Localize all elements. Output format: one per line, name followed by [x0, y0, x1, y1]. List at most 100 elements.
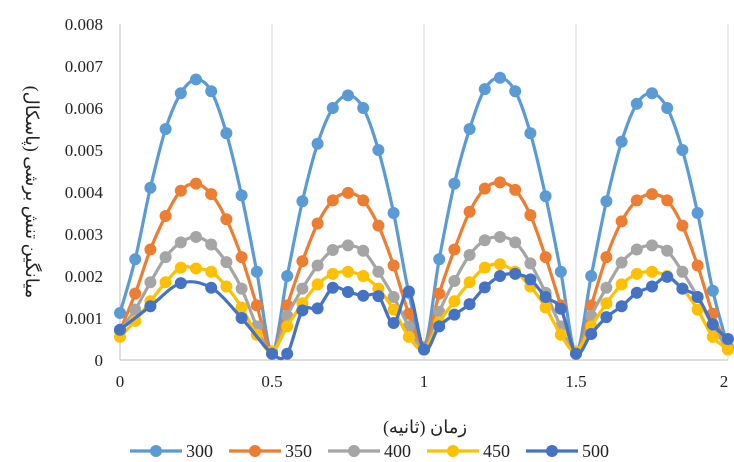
data-point: [448, 308, 461, 321]
data-point: [220, 127, 233, 140]
data-point: [676, 219, 689, 232]
data-point: [235, 301, 248, 314]
legend-item-400: 400: [328, 441, 411, 461]
data-point: [266, 347, 278, 360]
data-point: [129, 253, 142, 266]
data-point: [570, 347, 582, 360]
data-point: [630, 194, 643, 207]
data-point: [524, 257, 537, 270]
x-axis-tick-labels: 0 0.5 1 1.5 2: [116, 372, 729, 391]
data-point: [235, 189, 248, 202]
data-point: [159, 251, 172, 264]
data-point: [190, 177, 202, 190]
data-point: [205, 238, 218, 251]
data-point: [281, 347, 294, 360]
data-point: [372, 265, 385, 278]
data-point: [220, 213, 233, 226]
data-point: [509, 183, 522, 196]
data-point: [114, 306, 126, 319]
data-point: [144, 276, 157, 289]
legend-label: 400: [384, 441, 411, 461]
data-point: [433, 320, 446, 333]
data-point: [402, 285, 415, 298]
data-point: [402, 307, 415, 320]
y-tick-label: 0.008: [65, 15, 103, 34]
data-point: [144, 181, 157, 194]
data-point: [387, 259, 400, 272]
data-point: [448, 275, 461, 288]
data-series: [114, 71, 734, 361]
data-point: [342, 239, 354, 252]
data-point: [448, 295, 461, 308]
data-point: [357, 194, 370, 207]
data-point: [706, 284, 719, 297]
vertical-gridlines: [271, 24, 729, 360]
data-point: [646, 265, 658, 278]
data-point: [311, 278, 324, 291]
data-point: [661, 194, 674, 207]
data-point: [205, 281, 218, 294]
data-point: [494, 230, 506, 243]
data-point: [630, 267, 643, 280]
y-axis-title: میانگین تنش برشی (پاسکال): [21, 86, 43, 299]
data-point: [250, 265, 263, 278]
legend-marker: [249, 445, 261, 457]
data-point: [691, 207, 704, 219]
data-point: [372, 290, 385, 303]
data-point: [722, 343, 734, 356]
data-point: [281, 270, 294, 282]
data-point: [630, 97, 643, 110]
data-point: [600, 281, 613, 294]
legend-marker: [546, 445, 558, 457]
data-point: [524, 209, 537, 222]
data-point: [326, 243, 339, 256]
data-point: [144, 300, 157, 313]
legend: 300 350 400 450 500: [130, 441, 609, 461]
data-point: [478, 182, 491, 195]
data-point: [129, 287, 142, 300]
data-point: [311, 137, 324, 150]
data-point: [235, 251, 248, 264]
data-point: [372, 219, 385, 232]
data-point: [600, 311, 613, 324]
data-point: [342, 285, 354, 298]
data-point: [433, 305, 446, 318]
data-point: [357, 102, 370, 114]
axes: [119, 24, 728, 361]
x-tick-label: 1: [420, 372, 429, 391]
data-point: [494, 258, 506, 271]
legend-marker: [447, 445, 459, 457]
data-point: [600, 195, 613, 208]
data-point: [402, 330, 415, 343]
data-point: [311, 217, 324, 230]
data-point: [509, 236, 522, 249]
data-point: [433, 287, 446, 300]
y-axis-tick-labels: 0 0.001 0.002 0.003 0.004 0.005 0.006 0.007 0.00…: [65, 15, 104, 370]
data-point: [463, 205, 476, 218]
y-tick-label: 0: [95, 351, 104, 370]
data-point: [220, 256, 233, 269]
data-point: [676, 144, 689, 156]
data-point: [539, 190, 552, 203]
data-point: [478, 83, 491, 96]
y-tick-label: 0.001: [65, 309, 103, 328]
y-tick-label: 0.007: [65, 57, 104, 76]
data-point: [387, 291, 400, 303]
legend-marker: [150, 445, 162, 457]
data-point: [174, 261, 187, 274]
data-point: [509, 85, 522, 98]
data-point: [463, 249, 476, 261]
data-point: [235, 312, 248, 324]
data-point: [494, 176, 506, 189]
data-point: [554, 328, 567, 341]
data-point: [296, 255, 309, 268]
data-point: [129, 314, 142, 327]
legend-item-350: 350: [229, 441, 312, 461]
data-point: [676, 282, 689, 295]
data-point: [600, 251, 613, 264]
data-point: [250, 299, 263, 312]
data-point: [190, 230, 202, 243]
data-point: [524, 273, 537, 286]
data-point: [205, 188, 218, 201]
data-point: [478, 261, 491, 274]
